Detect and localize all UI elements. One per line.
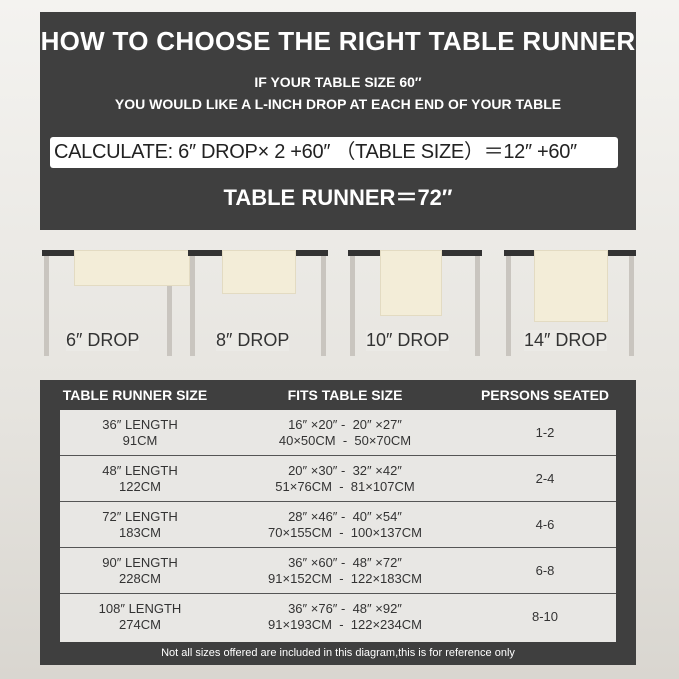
runner-length: 108″ LENGTH <box>98 601 182 616</box>
page-title: HOW TO CHOOSE THE RIGHT TABLE RUNNER <box>40 26 636 56</box>
runner-cm: 228CM <box>119 571 161 586</box>
fits-metric: 91×193CM - 122×234CM <box>268 617 422 632</box>
fits-metric: 91×152CM - 122×183CM <box>268 571 422 586</box>
runner-length: 48″ LENGTH <box>102 463 178 478</box>
footnote: Not all sizes offered are included in th… <box>161 647 515 659</box>
persons-seated: 4-6 <box>535 517 555 532</box>
runner-cm: 122CM <box>119 479 161 494</box>
persons-seated: 6-8 <box>535 563 555 578</box>
fits-inch: 28″ ×46″ - 40″ ×54″ <box>288 509 402 524</box>
fits-inch: 36″ ×60″ - 48″ ×72″ <box>288 555 402 570</box>
fits-inch: 20″ ×30″ - 32″ ×42″ <box>288 463 402 478</box>
table-row: 90″ LENGTH 228CM 36″ ×60″ - 48″ ×72″ 91×15… <box>60 548 616 594</box>
example-line-1: IF YOUR TABLE SIZE 60″ <box>254 74 422 90</box>
table-leg <box>167 256 172 356</box>
table-row: 72″ LENGTH 183CM 28″ ×46″ - 40″ ×54″ 70×15… <box>60 502 616 548</box>
drop-illustration-10: 10″ DROP <box>348 250 482 360</box>
drop-label: 8″ DROP <box>216 330 290 351</box>
column-header-persons: PERSONS SEATED <box>480 387 610 403</box>
persons-seated: 1-2 <box>535 425 555 440</box>
table-leg <box>475 256 480 356</box>
drop-label: 10″ DROP <box>366 330 450 351</box>
table-leg <box>190 256 195 356</box>
drop-label: 14″ DROP <box>524 330 608 351</box>
calculation-box: CALCULATE: 6″ DROP× 2 +60″ （TABLE SIZE）＝… <box>50 137 618 168</box>
runner-cm: 91CM <box>122 433 158 448</box>
fits-metric: 40×50CM - 50×70CM <box>278 433 412 448</box>
runner-cm: 183CM <box>119 525 161 540</box>
table-row: 108″ LENGTH 274CM 36″ ×76″ - 48″ ×92″ 91×1… <box>60 594 616 640</box>
fits-metric: 70×155CM - 100×137CM <box>268 525 422 540</box>
column-header-runner-size: TABLE RUNNER SIZE <box>62 387 208 403</box>
drop-label: 6″ DROP <box>66 330 140 351</box>
runner-length: 90″ LENGTH <box>102 555 178 570</box>
fits-inch: 16″ ×20″ - 20″ ×27″ <box>288 417 402 432</box>
fits-metric: 51×76CM - 81×107CM <box>275 479 415 494</box>
runner-cm: 274CM <box>119 617 161 632</box>
example-line-2: YOU WOULD LIKE A L-INCH DROP AT EACH END… <box>114 96 562 112</box>
table-leg <box>321 256 326 356</box>
drop-illustration-6: 6″ DROP <box>42 250 190 360</box>
table-leg <box>629 256 634 356</box>
table-leg <box>506 256 511 356</box>
runner-length: 72″ LENGTH <box>102 509 178 524</box>
result-text: TABLE RUNNER＝72″ <box>223 185 453 210</box>
runner-swatch <box>74 250 190 286</box>
runner-swatch <box>380 250 442 316</box>
column-header-table-size: FITS TABLE SIZE <box>287 387 403 403</box>
size-table: TABLE RUNNER SIZE FITS TABLE SIZE PERSON… <box>40 380 636 665</box>
drop-illustration-14: 14″ DROP <box>504 250 636 360</box>
table-row: 36″ LENGTH 91CM 16″ ×20″ - 20″ ×27″ 40×50C… <box>60 410 616 456</box>
drop-illustration-8: 8″ DROP <box>188 250 328 360</box>
runner-swatch <box>534 250 608 322</box>
persons-seated: 8-10 <box>531 609 559 624</box>
table-leg <box>350 256 355 356</box>
table-leg <box>44 256 49 356</box>
formula-panel: HOW TO CHOOSE THE RIGHT TABLE RUNNER IF … <box>40 12 636 230</box>
table-row: 48″ LENGTH 122CM 20″ ×30″ - 32″ ×42″ 51×76… <box>60 456 616 502</box>
runner-length: 36″ LENGTH <box>102 417 178 432</box>
fits-inch: 36″ ×76″ - 48″ ×92″ <box>288 601 402 616</box>
persons-seated: 2-4 <box>535 471 555 486</box>
table-body: 36″ LENGTH 91CM 16″ ×20″ - 20″ ×27″ 40×50C… <box>60 410 616 642</box>
runner-swatch <box>222 250 296 294</box>
